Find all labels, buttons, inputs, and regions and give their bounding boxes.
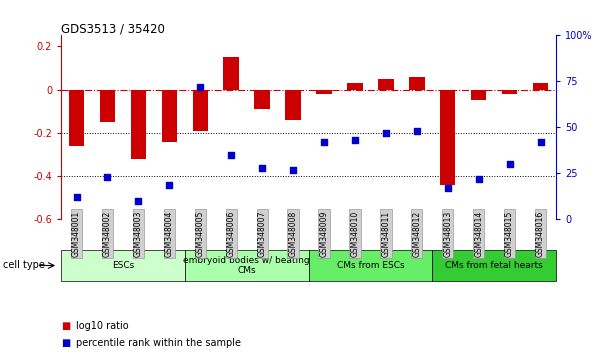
Bar bbox=[162, 90, 177, 142]
Point bbox=[443, 185, 453, 191]
Point bbox=[288, 167, 298, 173]
Text: GSM348009: GSM348009 bbox=[320, 210, 329, 257]
Point bbox=[226, 152, 236, 158]
Bar bbox=[224, 57, 239, 90]
Text: CMs from ESCs: CMs from ESCs bbox=[337, 261, 404, 270]
Text: GSM348002: GSM348002 bbox=[103, 211, 112, 257]
Bar bbox=[254, 90, 270, 109]
Bar bbox=[69, 90, 84, 146]
Bar bbox=[316, 90, 332, 94]
Point bbox=[164, 182, 174, 187]
Text: GSM348015: GSM348015 bbox=[505, 211, 514, 257]
Bar bbox=[471, 90, 486, 101]
Text: ■: ■ bbox=[61, 321, 70, 331]
Point bbox=[134, 198, 144, 204]
Text: percentile rank within the sample: percentile rank within the sample bbox=[76, 338, 241, 348]
Bar bbox=[100, 90, 115, 122]
Bar bbox=[192, 90, 208, 131]
Point bbox=[196, 84, 205, 90]
Text: GSM348008: GSM348008 bbox=[288, 211, 298, 257]
Point bbox=[381, 130, 391, 136]
Text: embryoid bodies w/ beating
CMs: embryoid bodies w/ beating CMs bbox=[183, 256, 310, 275]
Bar bbox=[131, 90, 146, 159]
Text: GSM348005: GSM348005 bbox=[196, 210, 205, 257]
Point bbox=[350, 137, 360, 143]
Text: GSM348010: GSM348010 bbox=[351, 211, 359, 257]
Text: ■: ■ bbox=[61, 338, 70, 348]
Text: GSM348001: GSM348001 bbox=[72, 211, 81, 257]
Text: GSM348003: GSM348003 bbox=[134, 210, 143, 257]
FancyBboxPatch shape bbox=[61, 250, 185, 281]
Point bbox=[103, 174, 112, 180]
Bar bbox=[533, 83, 548, 90]
Text: ESCs: ESCs bbox=[112, 261, 134, 270]
Bar bbox=[347, 83, 363, 90]
Text: GSM348011: GSM348011 bbox=[381, 211, 390, 257]
Text: log10 ratio: log10 ratio bbox=[76, 321, 129, 331]
Text: CMs from fetal hearts: CMs from fetal hearts bbox=[445, 261, 543, 270]
Bar bbox=[285, 90, 301, 120]
Point bbox=[319, 139, 329, 145]
Point bbox=[474, 176, 483, 182]
Text: GSM348013: GSM348013 bbox=[443, 211, 452, 257]
Text: GSM348014: GSM348014 bbox=[474, 211, 483, 257]
Point bbox=[412, 128, 422, 134]
Point bbox=[71, 195, 81, 200]
Bar bbox=[440, 90, 455, 185]
Bar bbox=[409, 76, 425, 90]
FancyBboxPatch shape bbox=[185, 250, 309, 281]
Bar bbox=[378, 79, 393, 90]
Text: GDS3513 / 35420: GDS3513 / 35420 bbox=[61, 22, 165, 35]
Text: GSM348006: GSM348006 bbox=[227, 210, 236, 257]
Point bbox=[505, 161, 514, 167]
Point bbox=[536, 139, 546, 145]
Bar bbox=[502, 90, 518, 94]
Text: GSM348004: GSM348004 bbox=[165, 210, 174, 257]
FancyBboxPatch shape bbox=[309, 250, 433, 281]
Text: GSM348016: GSM348016 bbox=[536, 211, 545, 257]
Text: cell type: cell type bbox=[3, 261, 45, 270]
Point bbox=[257, 165, 267, 171]
Text: GSM348007: GSM348007 bbox=[258, 210, 266, 257]
FancyBboxPatch shape bbox=[433, 250, 556, 281]
Text: GSM348012: GSM348012 bbox=[412, 211, 422, 257]
